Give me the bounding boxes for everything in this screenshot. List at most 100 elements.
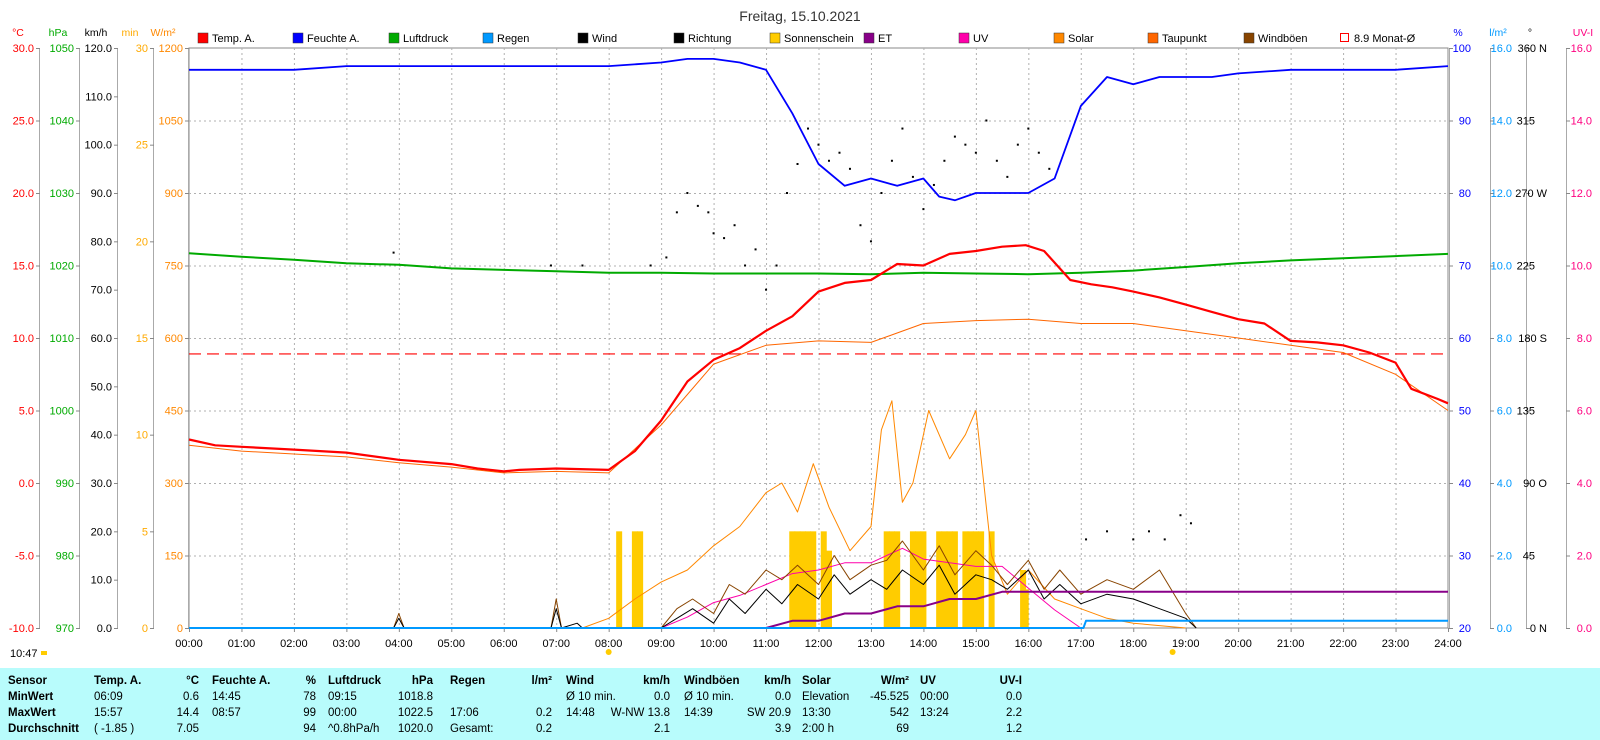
table-cell-time: Elevation — [802, 691, 850, 703]
sunshine-bar — [978, 531, 985, 628]
right-axis-tick-label: 8.0 — [1577, 333, 1592, 345]
table-cell-time: 13:30 — [802, 707, 831, 719]
left-axis-tick-label: 300 — [165, 478, 183, 490]
right-axis-tick-label: 0.0 — [1497, 623, 1512, 635]
right-axis-tick-label: 225 — [1517, 261, 1535, 273]
right-axis-tick-label: 2.0 — [1497, 551, 1512, 563]
x-axis-tick-label: 20:00 — [1224, 638, 1252, 650]
left-axis-tick-label: 30 — [136, 43, 148, 55]
series-point-richtung — [707, 211, 710, 214]
series-point-richtung — [686, 192, 689, 194]
left-axis-unit: km/h — [85, 27, 108, 39]
right-axis-tick-label: 0 N — [1530, 623, 1547, 635]
table-cell-time: 13:24 — [920, 707, 949, 719]
left-axis-tick-label: 30.0 — [13, 43, 34, 55]
series-point-richtung — [786, 192, 789, 194]
series-point-richtung — [1027, 127, 1030, 130]
series-point-richtung — [807, 127, 810, 130]
left-axis-tick-label: 20.0 — [91, 526, 112, 538]
series-point-richtung — [922, 208, 925, 211]
x-axis-tick-label: 11:00 — [753, 638, 780, 650]
series-point-richtung — [859, 224, 862, 227]
left-axis-tick-label: 40.0 — [91, 430, 112, 442]
right-axis-tick-label: 0.0 — [1577, 623, 1592, 635]
x-axis-tick-label: 09:00 — [647, 638, 675, 650]
legend-swatch — [1053, 32, 1065, 44]
x-axis-tick-label: 00:00 — [175, 638, 203, 650]
x-axis-tick-label: 16:00 — [1015, 638, 1043, 650]
left-axis-tick-label: -10.0 — [9, 623, 34, 635]
x-axis-tick-label: 04:00 — [385, 638, 413, 650]
series-point-richtung — [848, 167, 851, 170]
x-axis-tick-label: 07:00 — [542, 638, 570, 650]
legend-swatch — [863, 32, 875, 44]
right-axis-unit: ° — [1528, 27, 1532, 39]
series-point-richtung — [581, 264, 584, 267]
right-axis-tick-label: 90 O — [1523, 478, 1547, 490]
left-axis-tick-label: 10 — [136, 430, 148, 442]
series-point-richtung — [943, 159, 946, 162]
sunshine-bar — [1022, 589, 1029, 628]
legend-swatch — [958, 32, 970, 44]
table-row-label: Durchschnitt — [8, 723, 79, 735]
table-cell-time: 14:39 — [684, 707, 713, 719]
table-cell-time: Ø 10 min. — [684, 691, 734, 703]
left-axis-tick-label: 15 — [136, 333, 148, 345]
table-header-unit: UV-I — [999, 675, 1022, 687]
series-line-solar — [582, 400, 1186, 629]
legend-label: ET — [878, 33, 892, 45]
x-axis-tick-label: 18:00 — [1119, 638, 1147, 650]
x-axis-tick-label: 19:00 — [1172, 638, 1200, 650]
right-axis-tick-label: 8.0 — [1497, 333, 1512, 345]
legend-swatch — [388, 32, 400, 44]
table-cell-value: 99 — [303, 707, 316, 719]
series-point-richtung — [953, 135, 956, 138]
left-axis-tick-label: 1040 — [50, 116, 74, 128]
table-cell-time: 2:00 h — [802, 723, 834, 735]
right-axis-tick-label: 30 — [1459, 551, 1471, 563]
left-axis-tick-label: 0.0 — [97, 623, 112, 635]
left-axis-unit: W/m² — [150, 27, 176, 39]
series-point-richtung — [932, 183, 935, 186]
series-point-richtung — [869, 240, 872, 243]
legend-label: Temp. A. — [212, 33, 255, 45]
sunrise-sunset-marker — [1169, 649, 1176, 655]
series-point-richtung — [723, 237, 726, 240]
series-point-richtung — [890, 159, 893, 162]
table-cell-value: 0.6 — [183, 691, 199, 703]
table-cell-value: 69 — [896, 723, 909, 735]
left-axis-tick-label: 0 — [177, 623, 183, 635]
right-axis-tick-label: 135 — [1517, 406, 1535, 418]
legend-swatch — [769, 32, 781, 44]
legend-swatch — [292, 32, 304, 44]
table-cell-time: 08:57 — [212, 707, 241, 719]
sunshine-bar — [962, 531, 969, 628]
left-axis-tick-label: 20 — [136, 236, 148, 248]
legend-label: Luftdruck — [403, 33, 449, 45]
x-axis-tick-label: 03:00 — [333, 638, 361, 650]
table-row-label: MinWert — [8, 691, 54, 703]
table-header-sensor: Solar — [802, 675, 831, 687]
left-axis-tick-label: 25.0 — [13, 116, 34, 128]
series-point-richtung — [995, 159, 998, 162]
left-axis-tick-label: 980 — [56, 551, 74, 563]
x-axis-tick-label: 22:00 — [1329, 638, 1357, 650]
left-axis-tick-label: 50.0 — [91, 381, 112, 393]
right-axis-tick-label: 40 — [1459, 478, 1471, 490]
table-cell-value: 1018.8 — [397, 691, 433, 703]
x-axis-tick-label: 17:00 — [1067, 638, 1095, 650]
legend: Temp. A. Feuchte A. Luftdruck Regen Wind Rich… — [197, 32, 1416, 45]
series-point-richtung — [1132, 538, 1135, 541]
right-axis-tick-label: 14.0 — [1491, 116, 1512, 128]
table-header-unit: l/m² — [531, 675, 552, 687]
right-axis-tick-label: 12.0 — [1571, 188, 1592, 200]
table-cell-time: 00:00 — [328, 707, 357, 719]
series-point-richtung — [911, 175, 914, 178]
series-point-richtung — [817, 143, 820, 146]
table-cell-time: 09:15 — [328, 691, 357, 703]
left-axis-tick-label: 750 — [165, 261, 183, 273]
left-axis-tick-label: 10.0 — [91, 575, 112, 587]
table-header-unit: km/h — [643, 675, 670, 687]
left-axis-tick-label: 1050 — [159, 116, 183, 128]
table-header-sensor: Regen — [450, 675, 486, 687]
